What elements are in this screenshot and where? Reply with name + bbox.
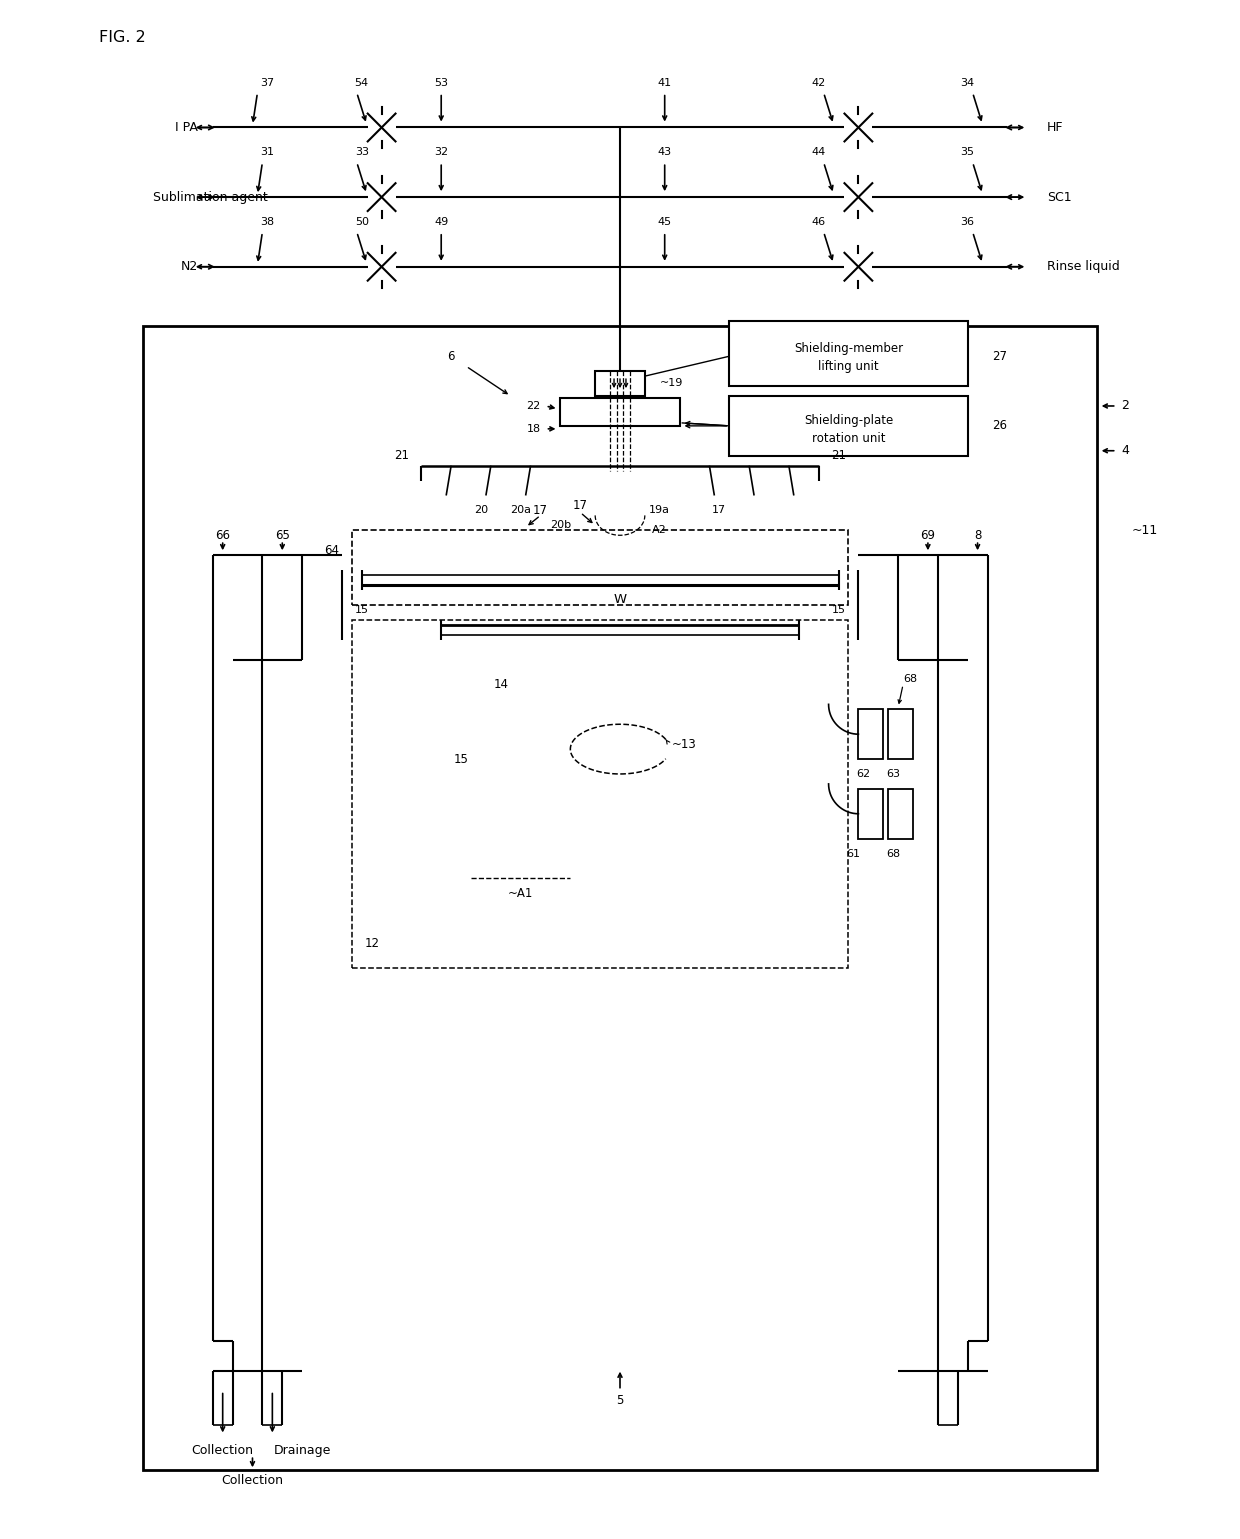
Text: 31: 31: [260, 148, 274, 157]
Text: SC1: SC1: [1047, 191, 1071, 203]
Text: Collection: Collection: [192, 1444, 254, 1457]
Text: 42: 42: [811, 78, 826, 88]
Bar: [560, 399, 680, 426]
Text: 43: 43: [657, 148, 672, 157]
Text: 34: 34: [961, 78, 975, 88]
Text: 32: 32: [434, 148, 449, 157]
Text: Shielding-member: Shielding-member: [794, 342, 903, 356]
Text: ~19: ~19: [660, 379, 683, 388]
Text: 63: 63: [887, 770, 900, 779]
Text: 21: 21: [394, 449, 409, 462]
Text: 14: 14: [494, 679, 508, 691]
Text: 22: 22: [526, 402, 541, 411]
Text: 19a: 19a: [650, 505, 671, 516]
Text: 36: 36: [961, 217, 975, 226]
Text: 17: 17: [573, 499, 588, 512]
Bar: [858, 790, 883, 839]
Text: 66: 66: [216, 529, 231, 542]
Text: 53: 53: [434, 78, 448, 88]
Text: 64: 64: [325, 543, 340, 557]
Bar: [595, 371, 645, 396]
Text: 15: 15: [355, 605, 368, 616]
Text: 20: 20: [474, 505, 489, 516]
Text: I PA: I PA: [175, 122, 198, 134]
Text: 54: 54: [355, 78, 368, 88]
Text: 8: 8: [973, 529, 981, 542]
Text: 65: 65: [275, 529, 290, 542]
Text: 68: 68: [903, 674, 918, 685]
Text: A2: A2: [652, 525, 667, 536]
Text: W: W: [614, 594, 626, 606]
Text: 62: 62: [857, 770, 870, 779]
Text: 41: 41: [657, 78, 672, 88]
Text: 15: 15: [832, 605, 846, 616]
Text: ~13: ~13: [672, 737, 697, 751]
Text: FIG. 2: FIG. 2: [98, 31, 145, 46]
Text: N2: N2: [181, 260, 198, 274]
Text: 4: 4: [1122, 445, 1130, 457]
Text: Drainage: Drainage: [274, 1444, 331, 1457]
Bar: [352, 531, 848, 605]
Text: 27: 27: [992, 349, 1007, 363]
Bar: [888, 790, 913, 839]
Text: 44: 44: [811, 148, 826, 157]
Text: 45: 45: [657, 217, 672, 226]
Text: HF: HF: [1047, 122, 1064, 134]
Text: 61: 61: [847, 848, 861, 859]
Text: 17: 17: [533, 503, 548, 517]
Text: 69: 69: [920, 529, 935, 542]
Text: 17: 17: [712, 505, 727, 516]
Text: 18: 18: [527, 423, 541, 434]
Text: Shielding-plate: Shielding-plate: [804, 414, 893, 428]
Bar: [352, 620, 848, 968]
Text: 2: 2: [1122, 400, 1130, 412]
Text: ~A1: ~A1: [508, 886, 533, 900]
Text: 49: 49: [434, 217, 449, 226]
Bar: [729, 322, 967, 386]
Text: 33: 33: [355, 148, 368, 157]
Bar: [888, 709, 913, 759]
Bar: [858, 709, 883, 759]
Text: 21: 21: [831, 449, 846, 462]
Text: 46: 46: [812, 217, 826, 226]
Text: 15: 15: [454, 753, 469, 765]
Text: Rinse liquid: Rinse liquid: [1047, 260, 1120, 274]
Bar: [144, 326, 1096, 1470]
Text: Collection: Collection: [222, 1474, 284, 1487]
Text: 35: 35: [961, 148, 975, 157]
Text: lifting unit: lifting unit: [818, 360, 879, 372]
Text: 37: 37: [260, 78, 274, 88]
Text: 26: 26: [992, 419, 1007, 432]
Text: 20b: 20b: [549, 520, 570, 531]
Bar: [729, 396, 967, 456]
Text: 68: 68: [887, 848, 900, 859]
Text: 5: 5: [616, 1394, 624, 1407]
Text: ~11: ~11: [1132, 523, 1158, 537]
Text: Sublimation agent: Sublimation agent: [154, 191, 268, 203]
Text: 20a: 20a: [510, 505, 531, 516]
Text: 38: 38: [260, 217, 274, 226]
Text: 12: 12: [365, 937, 379, 950]
Text: rotation unit: rotation unit: [812, 432, 885, 445]
Text: 6: 6: [448, 349, 455, 363]
Text: 50: 50: [355, 217, 368, 226]
